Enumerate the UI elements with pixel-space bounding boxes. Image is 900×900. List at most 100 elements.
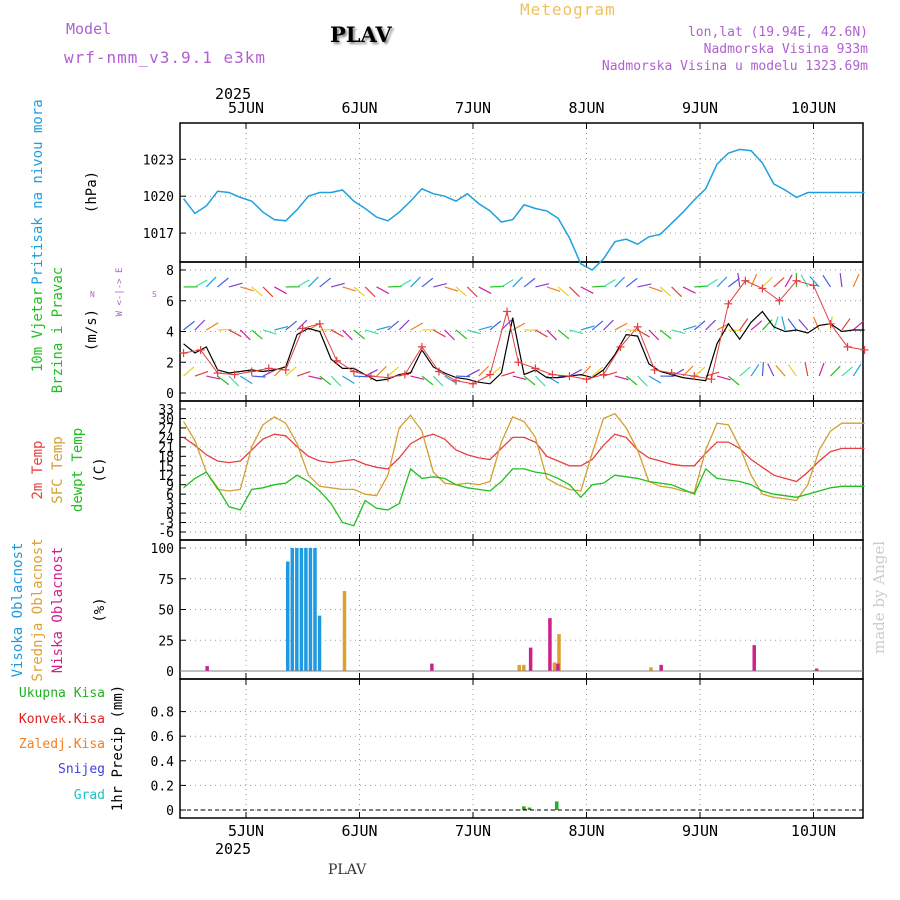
wind-gust-marker xyxy=(247,367,256,376)
cloud-bar xyxy=(557,634,561,671)
precip-legend-3: Snijeg xyxy=(58,762,105,777)
wind-arrow xyxy=(580,286,594,294)
wind-gust-marker xyxy=(332,356,341,365)
wind-arrow xyxy=(194,279,208,288)
wind-gust-marker xyxy=(400,370,409,379)
wind-arrow xyxy=(205,276,217,288)
wind-arrow xyxy=(546,286,561,292)
wind-arrow xyxy=(501,371,515,377)
wind-arrow xyxy=(739,318,749,331)
wind-arrow xyxy=(523,375,536,386)
wind-arrow xyxy=(822,274,832,288)
wind-arrow xyxy=(535,283,550,288)
wind-gust-marker xyxy=(434,367,443,376)
model-label: Model xyxy=(66,20,112,38)
y-tick-label: 0.4 xyxy=(151,755,175,770)
precip-legend-0: Ukupna Kisa xyxy=(19,686,105,701)
wind-speed-line xyxy=(183,310,865,385)
model-elevation-label: Nadmorska Visina u modelu 1323.69m xyxy=(601,59,868,74)
wind-title: 10m Vjetar xyxy=(30,288,46,372)
y-tick-label: 24 xyxy=(158,431,174,446)
top-day-label: 10JUN xyxy=(791,99,836,117)
cloud-bar xyxy=(522,664,526,671)
cloud-bar xyxy=(548,618,552,671)
cloud-bar xyxy=(659,664,663,671)
cloud-bar xyxy=(517,664,522,671)
wind-gust-marker xyxy=(417,342,426,351)
y-tick-label: 27 xyxy=(158,422,174,437)
cloud-bar xyxy=(290,548,295,671)
wind-gust-marker xyxy=(196,345,205,354)
wind-arrow xyxy=(762,276,773,288)
y-tick-label: 0 xyxy=(166,804,174,819)
wind-arrow xyxy=(534,375,546,387)
wind-arrow xyxy=(648,375,662,384)
wind-arrow xyxy=(183,366,195,377)
temp-line-1 xyxy=(183,412,865,502)
wind-arrow xyxy=(591,320,604,331)
y-tick-label: -6 xyxy=(158,526,174,541)
wind-arrow xyxy=(353,329,365,340)
wind-arrow xyxy=(625,277,638,288)
wind-arrow xyxy=(830,365,841,377)
wind-arrow xyxy=(455,286,467,297)
wind-gust-marker xyxy=(230,370,239,379)
wind-arrow xyxy=(342,286,357,292)
wind-arrow xyxy=(274,286,287,295)
wind-arrow xyxy=(228,329,242,338)
wind-arrow xyxy=(569,329,584,335)
top-day-label: 7JUN xyxy=(455,99,491,117)
wind-compass: W <-|-> E xyxy=(115,268,125,317)
wind-gust-marker xyxy=(707,375,716,384)
wind-arrow xyxy=(603,279,616,288)
wind-arrow xyxy=(444,375,457,384)
wind-arrow xyxy=(841,366,853,377)
wind-arrow xyxy=(319,375,332,386)
wind-arrow xyxy=(614,276,626,288)
wind-arrow xyxy=(750,273,758,288)
cloud-bar xyxy=(285,561,290,671)
wind-arrow xyxy=(591,366,604,377)
wind-arrow xyxy=(614,375,629,381)
y-tick-label: 1023 xyxy=(143,153,174,168)
wind-arrow xyxy=(387,366,399,377)
temp-line-2 xyxy=(183,467,865,527)
wind-gust-marker xyxy=(758,284,767,293)
wind-arrow xyxy=(307,276,319,288)
cloud-bar xyxy=(308,548,313,671)
wind-arrow xyxy=(761,362,765,377)
wind-gust-marker xyxy=(565,372,574,381)
wind-arrow xyxy=(693,366,706,377)
wind-arrow xyxy=(285,366,297,377)
wind-gust-marker xyxy=(486,370,495,379)
wind-arrow xyxy=(489,320,502,331)
panel-frame xyxy=(179,678,864,819)
wind-arrow xyxy=(716,276,728,288)
y-tick-label: 2 xyxy=(166,356,174,371)
wind-gust-marker xyxy=(741,276,750,285)
wind-arrow xyxy=(319,277,332,288)
wind-arrow xyxy=(478,286,492,294)
y-tick-label: 0.8 xyxy=(151,706,174,721)
wind-arrow xyxy=(194,319,206,331)
wind-arrow xyxy=(501,279,514,288)
y-tick-label: 25 xyxy=(158,634,174,649)
y-tick-label: 6 xyxy=(166,295,174,310)
wind-arrow xyxy=(376,325,391,331)
wind-arrow xyxy=(809,276,820,288)
wind-arrow xyxy=(625,375,638,386)
wind-arrow xyxy=(798,318,809,331)
wind-gust-marker xyxy=(514,358,523,367)
bottom-day-label: 7JUN xyxy=(455,822,491,840)
wind-arrow xyxy=(841,318,851,331)
wind-gust-marker xyxy=(298,324,307,333)
low-cloud-label: Niska Oblacnost xyxy=(50,547,66,673)
precip-bar xyxy=(523,808,527,810)
wind-arrow xyxy=(239,329,251,341)
wind-arrow xyxy=(387,320,400,331)
y-tick-label: 75 xyxy=(158,573,174,588)
precip-bar xyxy=(522,806,526,810)
y-tick-label: 0 xyxy=(166,665,174,680)
meteogram-title: Meteogram xyxy=(520,0,616,19)
wind-gust-marker xyxy=(650,365,659,374)
